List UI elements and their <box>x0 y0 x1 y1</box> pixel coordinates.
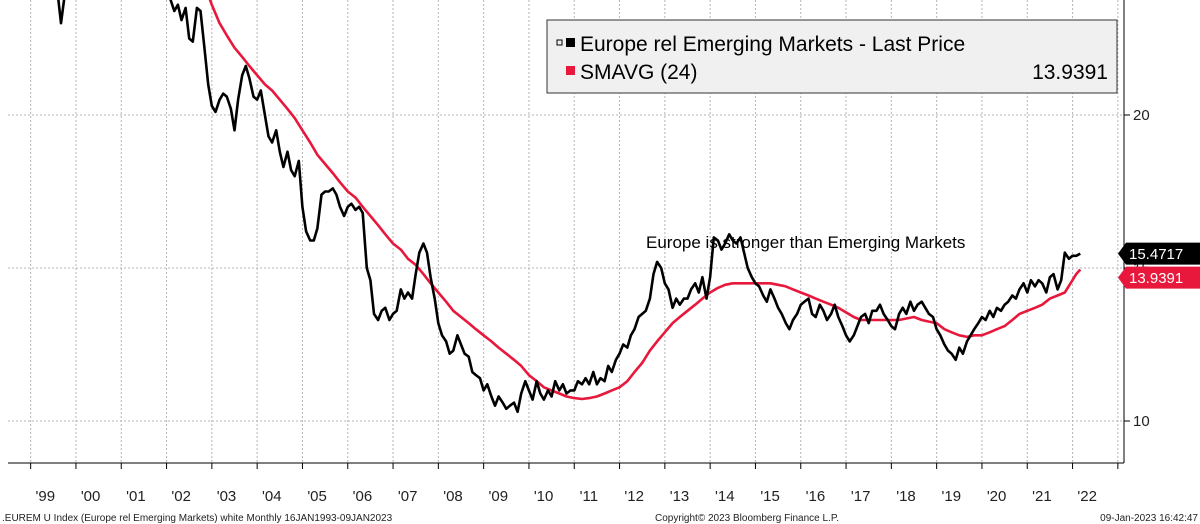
legend-marker-outline <box>556 39 563 46</box>
x-tick-label: '13 <box>670 488 690 505</box>
x-tick-label: '00 <box>81 488 101 505</box>
x-tick-label: '10 <box>534 488 554 505</box>
smavg-badge-shape <box>1118 266 1200 289</box>
x-tick-label: '05 <box>307 488 327 505</box>
x-tick-label: '09 <box>489 488 509 505</box>
annotation: Europe is stronger than Emerging Markets <box>646 233 965 252</box>
x-tick-label: '01 <box>126 488 146 505</box>
x-tick-label: '21 <box>1032 488 1052 505</box>
x-tick-label: '07 <box>398 488 418 505</box>
x-tick-label: '08 <box>443 488 463 505</box>
x-tick-label: '04 <box>262 488 282 505</box>
x-axis-ticks: '99 '00 '01 '02 '03 '04 '05 '06 '07 '08 '09 '10 '11 '… <box>30 463 1119 505</box>
footer-copyright: Copyright© 2023 Bloomberg Finance L.P. <box>655 513 839 524</box>
x-tick-label: '20 <box>987 488 1007 505</box>
y-tick-label: 10 <box>1133 413 1150 430</box>
x-tick-label: '15 <box>760 488 780 505</box>
x-tick-label: '18 <box>896 488 916 505</box>
legend: Europe rel Emerging Markets - Last Price… <box>546 19 1118 94</box>
horizontal-gridlines <box>8 114 1124 422</box>
x-tick-label: '06 <box>353 488 373 505</box>
x-tick-label: '99 <box>36 488 56 505</box>
legend-swatch-smavg <box>566 66 575 75</box>
footer-timestamp: 09-Jan-2023 16:42:47 <box>1100 513 1198 524</box>
series-line-smavg <box>208 0 1082 401</box>
legend-label-smavg: SMAVG (24) <box>580 61 697 84</box>
smavg-badge-value: 13.9391 <box>1129 270 1183 287</box>
legend-swatch-last-price <box>566 38 575 47</box>
last-price-badge-value: 15.4717 <box>1129 246 1183 263</box>
x-tick-label: '19 <box>942 488 962 505</box>
x-tick-label: '12 <box>624 488 644 505</box>
last-price-badge-shape <box>1118 242 1200 265</box>
last-price-badge: 15.4717 <box>1118 242 1200 265</box>
x-tick-label: '16 <box>806 488 826 505</box>
legend-value-smavg: 13.9391 <box>1032 61 1108 84</box>
x-tick-label: '11 <box>580 488 598 505</box>
legend-box <box>546 19 1118 94</box>
x-tick-label: '14 <box>715 488 735 505</box>
y-tick-label: 20 <box>1133 107 1150 124</box>
series-line-last-price <box>57 0 1081 414</box>
x-tick-label: '03 <box>217 488 237 505</box>
x-tick-label: '22 <box>1077 488 1097 505</box>
legend-label-last-price: Europe rel Emerging Markets - Last Price <box>580 33 965 56</box>
smavg-badge: 13.9391 <box>1118 266 1200 289</box>
x-tick-label: '17 <box>851 488 871 505</box>
x-tick-label: '02 <box>171 488 191 505</box>
footer-source: .EUREM U Index (Europe rel Emerging Mark… <box>2 513 393 524</box>
